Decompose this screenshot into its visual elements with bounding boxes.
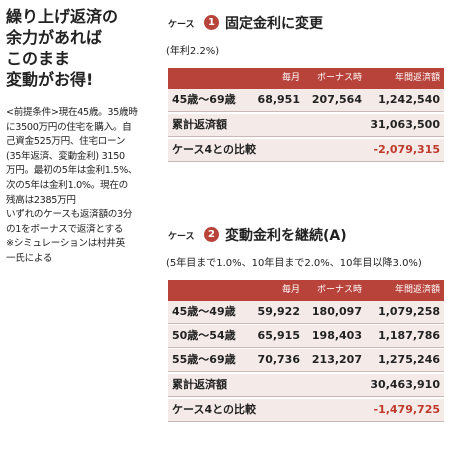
headline-line: 変動がお得! — [6, 70, 94, 89]
case-title: 固定金利に変更 — [225, 16, 323, 32]
row-label: 55歳〜69歳 — [172, 353, 236, 366]
row-label: 45歳〜69歳 — [172, 93, 236, 106]
comparison-value: -1,479,725 — [373, 403, 441, 416]
total-row — [168, 374, 444, 396]
case-rate: (年利2.2%) — [166, 46, 220, 57]
table-row — [168, 301, 444, 323]
row-separator — [168, 396, 444, 397]
premise-line: いずれのケースも返済額の3分 — [6, 209, 133, 221]
row-value: 59,922 — [257, 305, 300, 318]
total-value: 31,063,500 — [370, 118, 440, 131]
row-value: 180,097 — [311, 305, 362, 318]
total-label: 累計返済額 — [172, 378, 227, 391]
comparison-value: -2,079,315 — [373, 143, 441, 156]
row-separator — [168, 421, 444, 422]
row-separator — [168, 323, 444, 324]
table-header — [168, 68, 444, 89]
total-label: 累計返済額 — [172, 118, 227, 131]
column-header: ボーナス時 — [316, 73, 362, 83]
row-value: 207,564 — [311, 93, 362, 106]
row-separator — [168, 161, 444, 162]
premise-line: (35年返済、変動金利) 3150 — [6, 150, 125, 162]
column-header: 毎月 — [281, 73, 300, 83]
row-value: 70,736 — [257, 353, 300, 366]
comparison-label: ケース4との比較 — [172, 403, 256, 416]
row-value: 213,207 — [311, 353, 362, 366]
row-value: 198,403 — [311, 329, 362, 342]
premise-line: 一氏による — [6, 253, 53, 264]
table-header — [168, 280, 444, 301]
table-row — [168, 325, 444, 347]
case-rate: (5年目まで1.0%、10年目まで2.0%、10年目以降3.0%) — [166, 258, 422, 269]
premise-line: ※シミュレーションは村井英 — [6, 238, 125, 250]
case-number: 2 — [204, 227, 219, 242]
column-header: 年間返済額 — [394, 73, 440, 83]
row-label: 50歳〜54歳 — [172, 329, 236, 342]
column-header: 年間返済額 — [394, 285, 440, 295]
row-label: 45歳〜49歳 — [172, 305, 236, 318]
row-separator — [168, 371, 444, 372]
table-row — [168, 89, 444, 111]
total-row — [168, 114, 444, 136]
row-value: 1,242,540 — [378, 93, 440, 106]
case-title: 変動金利を継続(A) — [225, 228, 347, 244]
headline-line: 余力があれば — [6, 28, 103, 47]
column-header: ボーナス時 — [316, 285, 362, 295]
row-separator — [168, 111, 444, 112]
comparison-row — [168, 139, 444, 161]
premise-line: 万円。最初の5年は金利1.5%、 — [6, 165, 138, 177]
headline-line: 繰り上げ返済の — [6, 7, 119, 26]
row-separator — [168, 136, 444, 137]
premise-line: 次の5年は金利1.0%。現在の — [6, 180, 128, 191]
row-value: 1,079,258 — [378, 305, 440, 318]
premise-line: 残高は2385万円 — [6, 194, 76, 206]
premise-line: の1をボーナスで返済とする — [6, 223, 124, 235]
table-row — [168, 349, 444, 371]
comparison-row — [168, 399, 444, 421]
total-value: 30,463,910 — [370, 378, 440, 391]
row-value: 68,951 — [257, 93, 300, 106]
case-number: 1 — [204, 15, 219, 30]
case-label: ケース — [168, 232, 195, 242]
headline-line: このまま — [6, 49, 71, 68]
row-value: 1,187,786 — [378, 329, 440, 342]
premise-line: 己資金525万円、住宅ローン — [6, 136, 126, 148]
case-label: ケース — [168, 20, 195, 30]
row-value: 1,275,246 — [378, 353, 440, 366]
column-header: 毎月 — [281, 285, 300, 295]
row-value: 65,915 — [257, 329, 300, 342]
row-separator — [168, 347, 444, 348]
premise-line: に3500万円の住宅を購入。自 — [6, 121, 132, 133]
comparison-label: ケース4との比較 — [172, 143, 256, 156]
premise-line: <前提条件>現在45歳。35歳時 — [6, 107, 138, 118]
